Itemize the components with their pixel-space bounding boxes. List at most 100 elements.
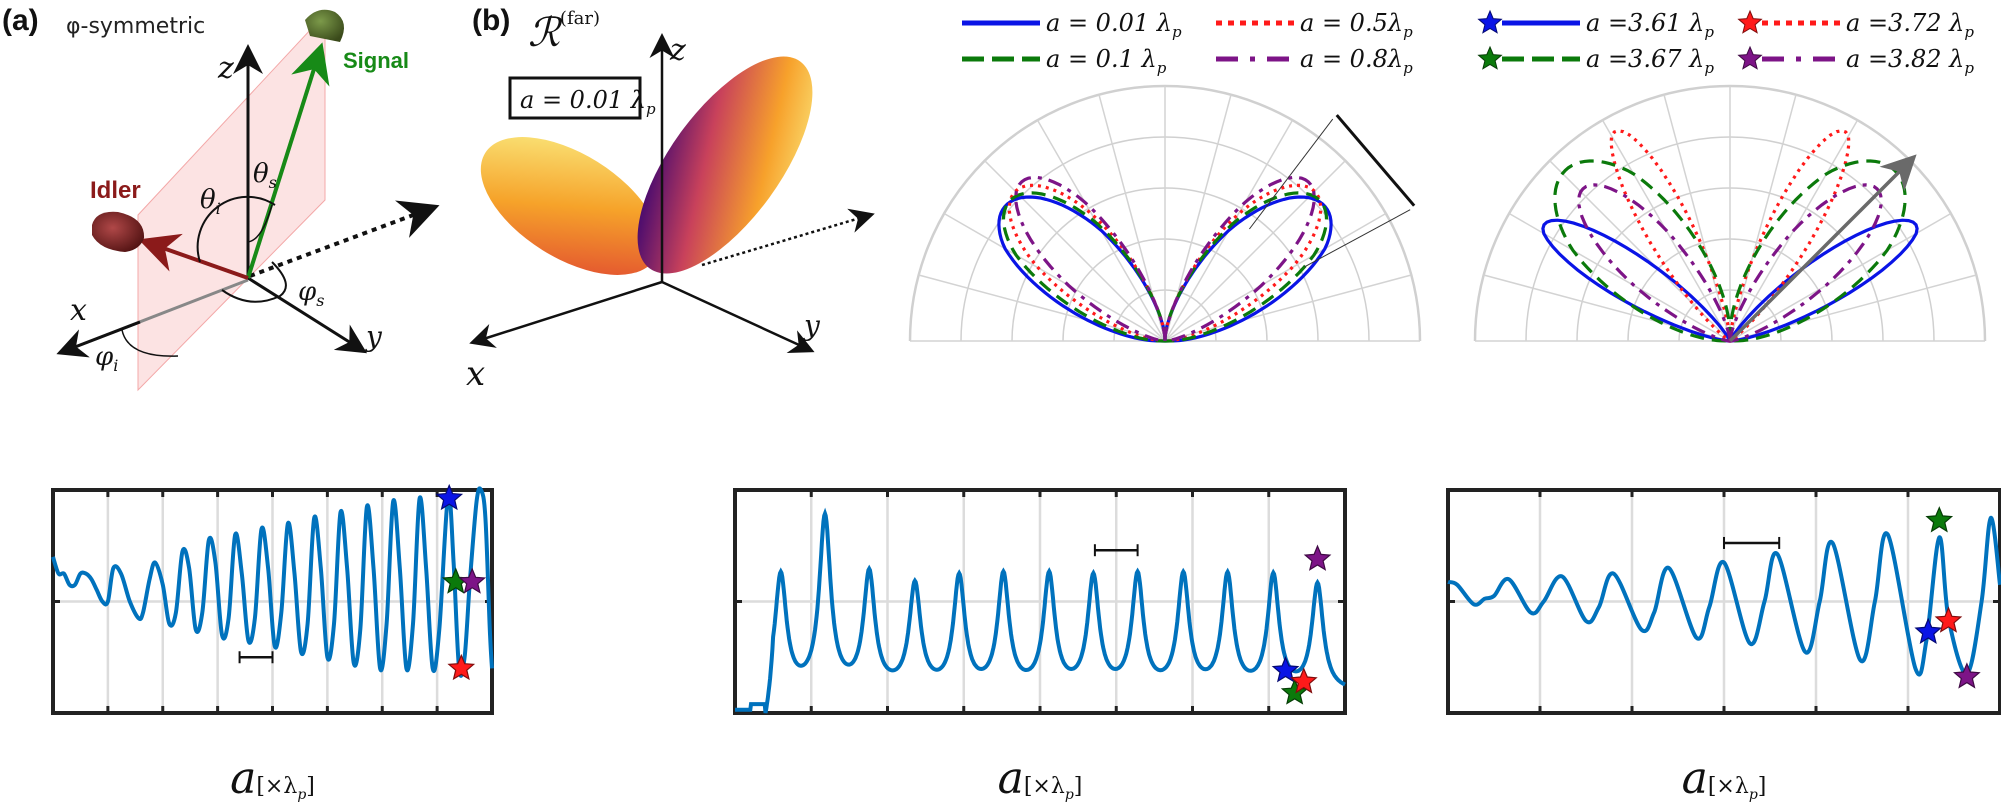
panel-label-b: (b): [472, 4, 510, 37]
x-axis-label: a[×λp]: [1682, 753, 1767, 803]
b-x-axis-label: x: [466, 354, 485, 394]
phi-s-label: φs: [298, 277, 324, 310]
polar-grid-spoke: [918, 274, 1166, 342]
far-field-title: ℛ(far): [528, 8, 600, 56]
polar-grid-spoke: [1164, 212, 1387, 342]
phi-s-arc: [221, 261, 287, 303]
polar-lobe-right-series-2: [1163, 191, 1329, 343]
panel-c-polar: a = 0.01 λp a = 0.5λp a = 0.1 λp a = 0.8λp: [900, 0, 1440, 400]
legend-label-1: a =3.72 λp: [1846, 9, 1974, 41]
legend-star-icon-0: [1477, 9, 1503, 34]
panel-label-a: (a): [2, 4, 39, 37]
panel-e-angle-max-intensity: a[×λp]: [0, 420, 680, 803]
polar-lobe-right-series-3: [1163, 175, 1316, 343]
parameter-box-text: a = 0.01 λp: [520, 86, 656, 118]
data-line-series: [1447, 515, 2001, 677]
x-axis-label-part: a: [998, 753, 1024, 803]
x-axis-label-part: ]: [1758, 774, 1767, 799]
delta-theta-bracket: [1335, 114, 1416, 207]
idler-label: Idler: [90, 177, 141, 204]
x-axis-label-part: [×λ: [1024, 774, 1065, 799]
45-degree-arrow: [1728, 154, 1917, 343]
data-line-series: [51, 486, 494, 678]
polar-grid-spoke: [1663, 94, 1731, 342]
theta-s-label: θs: [253, 159, 277, 192]
far-field-lobe-right: [637, 56, 813, 274]
x-axis-label-part: ]: [306, 774, 315, 799]
legend-star-icon-3: [1737, 45, 1763, 70]
x-axis-label-part: p: [1749, 787, 1758, 803]
star-marker-0: [435, 483, 464, 511]
parameter-box: [508, 76, 642, 120]
polar-lobe-left-series-2: [1553, 159, 1732, 343]
star-marker-3: [1303, 544, 1332, 571]
x-axis-label-part: p: [1065, 787, 1074, 803]
signal-label: Signal: [343, 48, 409, 73]
star-marker-1: [1925, 506, 1954, 533]
idler-photon-icon: [92, 211, 145, 252]
polar-grid-spoke: [1164, 160, 1346, 342]
star-marker-3: [458, 567, 487, 594]
polar-lobe-left-series-3: [1014, 175, 1167, 343]
y-axis: [247, 276, 368, 354]
polar-lobe-left-series-0: [1541, 218, 1732, 343]
line-chart-g: a[×λp]: [1446, 488, 2001, 803]
x-axis-label-part: a: [1682, 753, 1708, 803]
x-axis: [56, 320, 141, 358]
panel-b-far-field-3d: (b) ℛ(far) a = 0.01 λp z x y: [466, 0, 900, 400]
legend-label-0: a =3.61 λp: [1586, 9, 1714, 41]
phi-symmetric-label: φ-symmetric: [66, 14, 205, 39]
star-marker-3: [1953, 662, 1981, 689]
panel-f-intensity-45: a[×λp]: [680, 420, 1347, 803]
polar-chart-d: a =3.61 λp a =3.72 λp a =3.67 λp a =3.82 λp: [1473, 9, 1987, 343]
signal-vector: [246, 42, 330, 279]
star-marker-0: [1271, 656, 1300, 683]
theta-i-arc: [196, 195, 276, 263]
legend-star-icon-1: [1737, 9, 1763, 34]
panel-a-svg: (a) φ-symmetric z y x Signal Idler θi θs…: [2, 4, 440, 392]
phi-i-arc: [121, 329, 179, 357]
polar-lobe-left-series-1: [1609, 129, 1732, 343]
x-axis-label-part: [×λ: [256, 774, 297, 799]
plot-frame: [1446, 488, 2001, 715]
polar-grid-spoke: [1164, 274, 1412, 342]
b-x-axis: [469, 280, 663, 348]
star-marker-1: [1280, 678, 1309, 705]
x-axis-label-part: a: [230, 753, 256, 803]
b-z-axis-label: z: [669, 33, 686, 68]
x-axis-label: a[×λp]: [998, 753, 1083, 803]
b-y-axis: [661, 280, 815, 354]
plot-frame: [733, 488, 1347, 715]
polar-grid-spoke: [984, 160, 1166, 342]
b-y-axis-label: y: [802, 309, 821, 342]
x-axis-label-part: ]: [1074, 774, 1083, 799]
legend-label-3: a = 0.8λp: [1300, 45, 1413, 77]
panel-d-polar: a =3.61 λp a =3.72 λp a =3.67 λp a =3.82 λp: [1440, 0, 2001, 400]
legend-star-icon-2: [1477, 45, 1503, 70]
line-chart-e: a[×λp]: [51, 483, 494, 803]
polar-grid-spoke: [1729, 94, 1797, 342]
theta-i-label: θi: [200, 185, 221, 218]
delta-theta-guide-2: [1304, 209, 1411, 268]
far-field-lobe-left: [480, 137, 660, 275]
phi-i-label: φi: [95, 342, 118, 375]
star-marker-2: [1934, 606, 1963, 633]
polar-lobe-left-series-2: [1001, 191, 1167, 343]
star-marker-0: [1914, 617, 1943, 644]
idler-vector: [138, 233, 249, 280]
panel-g-delta-theta: a[×λp]: [1340, 420, 2001, 803]
theta-s-arc: [247, 204, 273, 243]
polar-lobe-left-series-3: [1577, 183, 1732, 343]
legend-label-0: a = 0.01 λp: [1046, 9, 1182, 41]
polar-lobe-right-series-1: [1728, 129, 1851, 343]
star-marker-2: [447, 653, 476, 681]
x-axis-label: a[×λp]: [230, 753, 315, 803]
line-chart-f: a[×λp]: [733, 488, 1347, 803]
polar-grid-spoke: [943, 212, 1166, 342]
delta-theta-guide-1: [1249, 118, 1334, 230]
plot-frame: [51, 488, 494, 715]
y-axis-label: y: [364, 320, 383, 353]
panel-a-geometry: (a) φ-symmetric z y x Signal Idler θi θs…: [0, 0, 470, 400]
z-axis-label: z: [217, 51, 234, 86]
star-marker-2: [1290, 667, 1318, 694]
